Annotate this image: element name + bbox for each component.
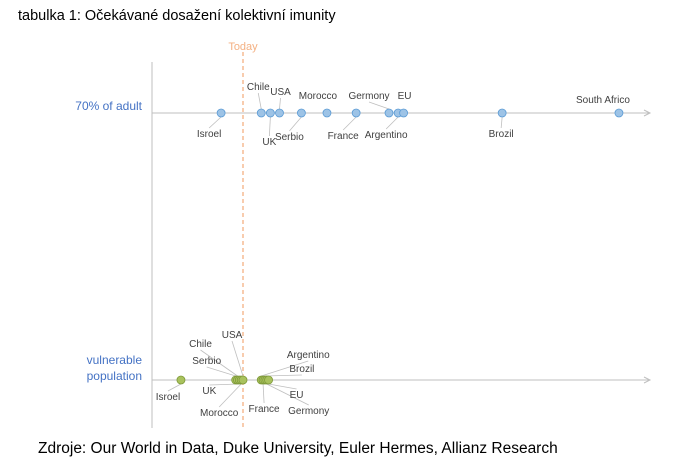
leader-line <box>208 116 222 129</box>
data-point <box>176 375 186 385</box>
point-label: Chile <box>189 339 212 350</box>
leader-line <box>368 101 390 110</box>
leader-line <box>231 340 244 377</box>
point-label: Argentino <box>287 350 330 361</box>
data-point <box>351 108 361 118</box>
point-label: Isroel <box>197 129 221 140</box>
timeline-chart: Today 70% of adult Isroel Chile UK USA Serbio M… <box>75 41 652 428</box>
point-label: UK <box>202 386 216 397</box>
data-point <box>256 108 266 118</box>
leader-line <box>279 97 281 110</box>
row-axis-arrow <box>643 109 652 117</box>
leader-line <box>500 116 503 129</box>
point-label: USA <box>222 330 243 341</box>
row-name-label: population <box>87 369 142 383</box>
point-label: France <box>328 131 360 142</box>
point-label: France <box>249 404 281 415</box>
row-name-label: vulnerable <box>87 353 143 367</box>
point-label: Morocco <box>200 408 239 419</box>
leader-line <box>268 116 271 137</box>
leader-line <box>206 366 236 377</box>
leader-line <box>266 383 309 406</box>
data-point <box>238 375 248 385</box>
leader-line <box>167 383 182 392</box>
leader-line <box>218 383 242 408</box>
leader-line <box>264 374 302 377</box>
point-label: USA <box>270 87 291 98</box>
point-label: Germony <box>348 91 389 102</box>
chart-title: tabulka 1: Očekávané dosažení kolektivní… <box>18 8 336 24</box>
point-label: Brozil <box>489 129 514 140</box>
leader-line <box>289 116 302 132</box>
leader-line <box>342 116 357 131</box>
point-label: Argentino <box>365 130 408 141</box>
leader-line <box>262 383 265 404</box>
point-label: Serbio <box>192 356 221 367</box>
point-label: South Africo <box>576 95 630 106</box>
point-label: UK <box>262 137 276 148</box>
leader-line <box>200 349 238 377</box>
point-label: Morocco <box>299 91 338 102</box>
leader-line <box>268 383 297 390</box>
row-name-label: 70% of adult <box>75 99 142 113</box>
data-point <box>497 108 507 118</box>
data-point <box>265 108 275 118</box>
data-point <box>614 108 624 118</box>
point-label: Brozil <box>289 364 314 375</box>
point-label: Isroel <box>156 392 180 403</box>
leader-line <box>261 360 309 377</box>
source-note: Zdroje: Our World in Data, Duke Universi… <box>38 440 558 457</box>
data-point <box>275 108 284 118</box>
data-point <box>384 108 394 118</box>
today-label: Today <box>228 41 258 53</box>
leader-line <box>385 116 399 130</box>
data-point <box>399 108 409 118</box>
point-label: Germony <box>288 406 329 417</box>
point-label: EU <box>398 91 412 102</box>
data-point <box>264 375 273 385</box>
leader-line <box>257 92 262 110</box>
point-label: Serbio <box>275 132 304 143</box>
row-axis-arrow <box>643 376 652 384</box>
data-point <box>322 108 332 118</box>
data-point <box>216 108 226 118</box>
point-label: Chile <box>247 82 270 93</box>
point-label: EU <box>290 390 304 401</box>
data-point <box>296 108 306 118</box>
